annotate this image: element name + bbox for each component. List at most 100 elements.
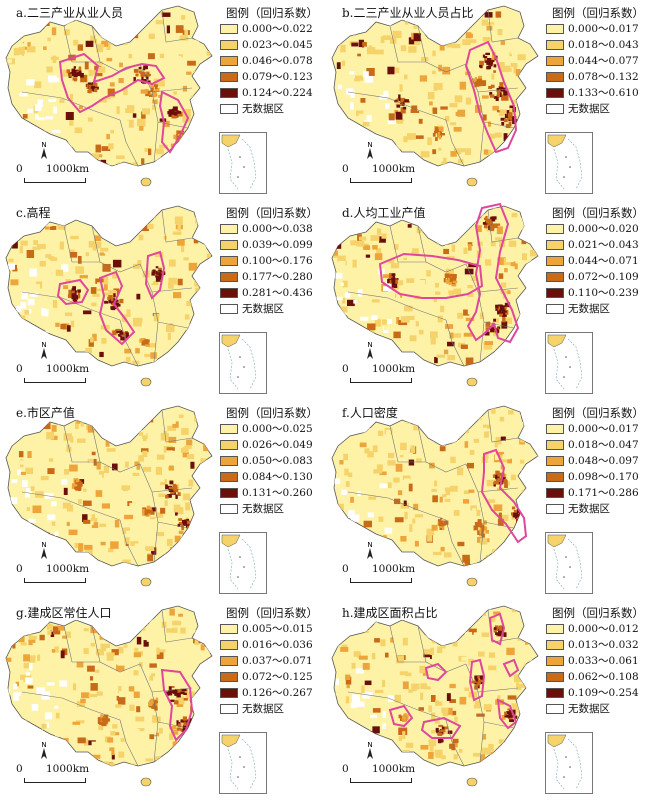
map-cell (46, 623, 53, 630)
map-cell (468, 489, 475, 493)
hotspot-cell (489, 224, 495, 230)
map-cell (32, 505, 42, 514)
map-cell (119, 314, 127, 323)
legend-label: 无数据区 (242, 302, 284, 315)
map-cell (473, 410, 481, 415)
map-cell (76, 661, 84, 668)
map-cell (518, 680, 524, 686)
hotspot-cell (150, 511, 155, 515)
map-cell (107, 165, 114, 166)
map-cell (79, 479, 85, 484)
hotspot-cell (476, 79, 481, 85)
map-cell (12, 642, 16, 649)
map-cell (59, 550, 66, 556)
map-cell (350, 702, 357, 709)
map-cell (62, 69, 68, 77)
map-cell (340, 660, 347, 666)
inset-map (221, 534, 257, 590)
hotspot-cell (498, 304, 503, 308)
map-cell (387, 460, 396, 466)
map-cell (459, 696, 467, 705)
hotspot-cell (146, 509, 151, 513)
map-cell (130, 541, 139, 547)
map-cell (393, 646, 402, 650)
map-cell (514, 755, 520, 761)
map-cell (45, 712, 53, 720)
map-cell (425, 368, 433, 375)
map-cell (172, 741, 181, 749)
map-cell (536, 18, 538, 26)
legend-label: 0.000～0.022 (242, 22, 313, 35)
legend-label: 0.072～0.109 (568, 270, 639, 283)
map-cell (158, 493, 165, 498)
map-cell (151, 501, 156, 507)
legend-label: 0.044～0.077 (568, 54, 639, 67)
map-cell (337, 503, 344, 510)
hotspot-cell (78, 294, 81, 299)
map-cell (352, 694, 361, 702)
map-cell (394, 517, 404, 523)
map-cell (417, 104, 426, 111)
hotspot-cell (77, 291, 81, 296)
map-cell (408, 459, 415, 466)
panel-title: f.人口密度 (340, 406, 400, 420)
hotspot-cell (403, 718, 407, 722)
map-cell (182, 108, 191, 117)
hotspot-cell (495, 96, 499, 102)
map-cell (141, 225, 149, 232)
map-cell (200, 458, 207, 465)
map-cell (51, 521, 56, 526)
legend-swatch (220, 71, 238, 82)
hotspot-cell (149, 94, 153, 97)
map-cell (489, 314, 494, 323)
map-cell (527, 467, 534, 473)
map-cell (495, 11, 502, 18)
hotspot-cell (399, 103, 403, 107)
map-cell (521, 726, 527, 732)
hotspot-cell (504, 484, 508, 488)
map-cell (166, 159, 171, 164)
map-cell (415, 135, 424, 139)
hotspot-cell (151, 86, 154, 91)
map-cell (173, 91, 177, 95)
map-cell (177, 224, 181, 232)
map-cell (132, 113, 137, 118)
map-cell (426, 528, 435, 536)
map-cell (452, 608, 457, 616)
hotspot-cell (471, 680, 474, 684)
map-cell (124, 514, 134, 520)
map-cell (145, 407, 154, 414)
map-cell (90, 642, 95, 647)
map-cell (400, 442, 407, 451)
map-cell (8, 258, 14, 263)
legend-label: 0.072～0.125 (242, 670, 313, 683)
map-cell (339, 460, 344, 465)
map-cell (524, 663, 532, 672)
hotspot-cell (477, 680, 481, 685)
legend-item: 0.000～0.017 (546, 21, 648, 36)
map-cell (474, 670, 483, 678)
legend-swatch (546, 103, 564, 114)
hotspot-cell (513, 715, 518, 719)
map-cell (166, 628, 174, 633)
map-cell (483, 342, 493, 350)
map-cell (69, 464, 78, 472)
map-cell (188, 737, 196, 742)
map-cell (440, 106, 448, 110)
map-cell (406, 278, 415, 283)
map-cell (115, 627, 124, 634)
map-cell (337, 229, 346, 236)
map-cell (77, 438, 86, 443)
hotspot-cell (439, 732, 443, 736)
hotspot-cell (101, 717, 106, 721)
legend-item: 0.078～0.132 (546, 69, 648, 84)
hainan-island (466, 177, 478, 187)
map-cell (383, 323, 389, 331)
map-cell (29, 292, 38, 297)
map-cell (144, 353, 152, 358)
map-cell (446, 693, 451, 701)
map-cell (7, 59, 12, 64)
map-cell (175, 25, 184, 33)
legend-item: 0.018～0.043 (546, 37, 648, 52)
hotspot-cell (178, 521, 183, 526)
